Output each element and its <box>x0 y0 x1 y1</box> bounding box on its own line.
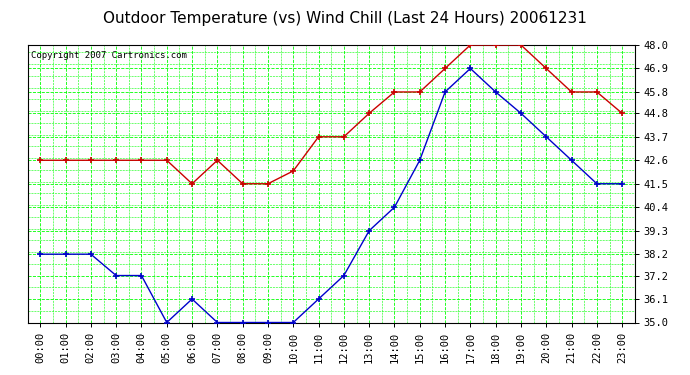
Text: Outdoor Temperature (vs) Wind Chill (Last 24 Hours) 20061231: Outdoor Temperature (vs) Wind Chill (Las… <box>103 11 587 26</box>
Text: Copyright 2007 Cartronics.com: Copyright 2007 Cartronics.com <box>30 51 186 60</box>
